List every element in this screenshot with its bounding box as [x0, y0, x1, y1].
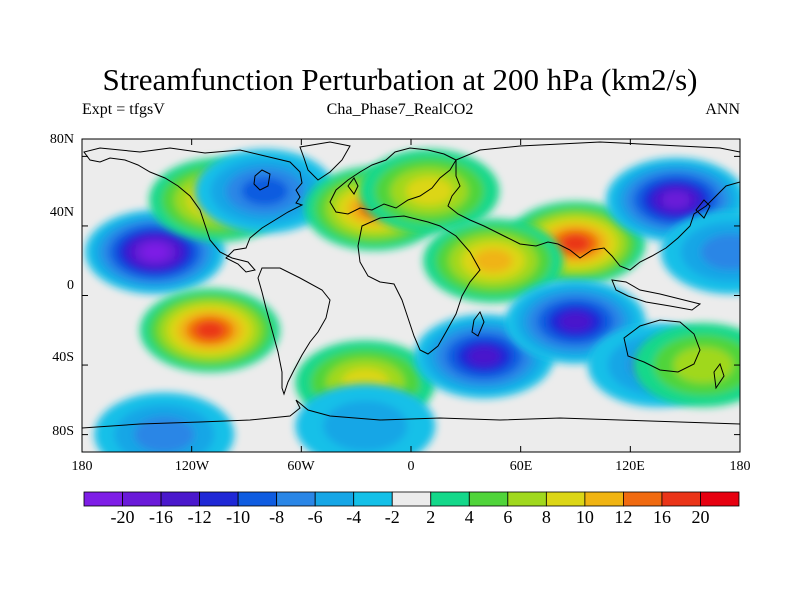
coastline-africa [357, 215, 481, 355]
coastline-greenland [299, 141, 351, 181]
colorbar-label: -20 [110, 507, 135, 527]
lat-label-40s: 40S [52, 350, 74, 365]
colorbar-swatch [391, 491, 432, 507]
lon-label-60w: 60W [287, 459, 315, 474]
contour-band [474, 249, 513, 273]
contour-band [323, 400, 408, 452]
coastline-new-zealand [713, 362, 725, 390]
colorbar-swatch [83, 491, 123, 507]
center-string: Cha_Phase7_RealCO2 [326, 101, 474, 118]
colorbar-label: 12 [614, 507, 633, 527]
coastline-madagascar [471, 310, 485, 337]
colorbar-swatch [661, 491, 701, 507]
colorbar-label: -8 [269, 507, 285, 527]
colorbar-swatch [507, 491, 547, 507]
coastline-north-america [83, 147, 304, 273]
lon-label-120e: 120E [615, 459, 645, 474]
colorbar-label: -2 [384, 507, 400, 527]
colorbar-swatch [430, 491, 470, 507]
coastline-maritime [611, 279, 702, 311]
coastlines [82, 141, 740, 429]
contour-band [241, 177, 289, 206]
coastline-europe [329, 147, 457, 215]
lon-label-0: 0 [407, 459, 415, 474]
lat-label-0: 0 [67, 278, 74, 293]
contour-band [134, 416, 195, 452]
anomaly-16 [94, 392, 235, 452]
colorbar-label: 8 [541, 507, 551, 527]
lat-label-80n: 80N [49, 132, 74, 147]
colorbar-swatch [468, 491, 509, 507]
anomaly-2 [194, 149, 335, 234]
contour-field [85, 149, 740, 452]
colorbar-label: 4 [464, 507, 474, 527]
anomaly-9 [139, 288, 280, 373]
colorbar-label: -16 [149, 507, 174, 527]
colorbar-label: 2 [426, 507, 436, 527]
anomaly-15 [295, 383, 436, 452]
map-panel [81, 138, 741, 453]
contour-band [561, 234, 590, 252]
colorbar-label: -4 [346, 507, 362, 527]
contour-band [405, 177, 453, 206]
colorbar-swatch [199, 491, 239, 507]
coastline-asia [447, 141, 740, 271]
coastline-japan [695, 199, 711, 219]
colorbar-swatch [122, 491, 162, 507]
colorbar-label: 6 [503, 507, 513, 527]
colorbar-label: -12 [187, 507, 212, 527]
colorbar-label: -10 [226, 507, 251, 527]
anomaly-14 [633, 323, 740, 408]
contour-band [700, 234, 740, 271]
lat-label-80s: 80S [52, 424, 74, 439]
contour-band [195, 321, 224, 339]
colorbar-label: -6 [307, 507, 323, 527]
coastline-british-isles [347, 177, 359, 195]
contour-band [142, 244, 168, 260]
coastline-south-america [257, 267, 331, 396]
colorbar-swatch [314, 491, 355, 507]
colorbar-swatch [237, 491, 278, 507]
colorbar [83, 491, 740, 507]
colorbar-label: 20 [691, 507, 710, 527]
colorbar-swatch [276, 491, 316, 507]
lon-label-180w: 180 [71, 459, 93, 474]
colorbar-swatch [353, 491, 393, 507]
plot-title: Streamfunction Perturbation at 200 hPa (… [102, 62, 698, 97]
lon-label-120w: 120W [174, 459, 210, 474]
colorbar-swatch [160, 491, 200, 507]
coastline-australia [623, 319, 701, 373]
contour-band [662, 191, 691, 209]
anomaly-8 [660, 210, 740, 295]
colorbar-label: 16 [652, 507, 671, 527]
coastline-hudson-bay [253, 169, 271, 191]
contour-band [467, 346, 501, 367]
anomaly-6 [423, 218, 564, 303]
contour-band [559, 311, 592, 332]
colorbar-swatch [623, 491, 663, 507]
lon-label-60e: 60E [509, 459, 533, 474]
lat-label-40n: 40N [49, 205, 74, 220]
left-string: Expt = tfgsV [82, 101, 165, 118]
contour-band [673, 347, 734, 384]
axis-ticks [81, 139, 741, 452]
right-string: ANN [705, 101, 740, 118]
colorbar-label: 10 [575, 507, 594, 527]
colorbar-swatch [545, 491, 586, 507]
colorbar-swatch [584, 491, 624, 507]
coastline-antarctica [82, 399, 740, 429]
lon-label-180e: 180 [729, 459, 751, 474]
colorbar-swatch [700, 491, 740, 507]
